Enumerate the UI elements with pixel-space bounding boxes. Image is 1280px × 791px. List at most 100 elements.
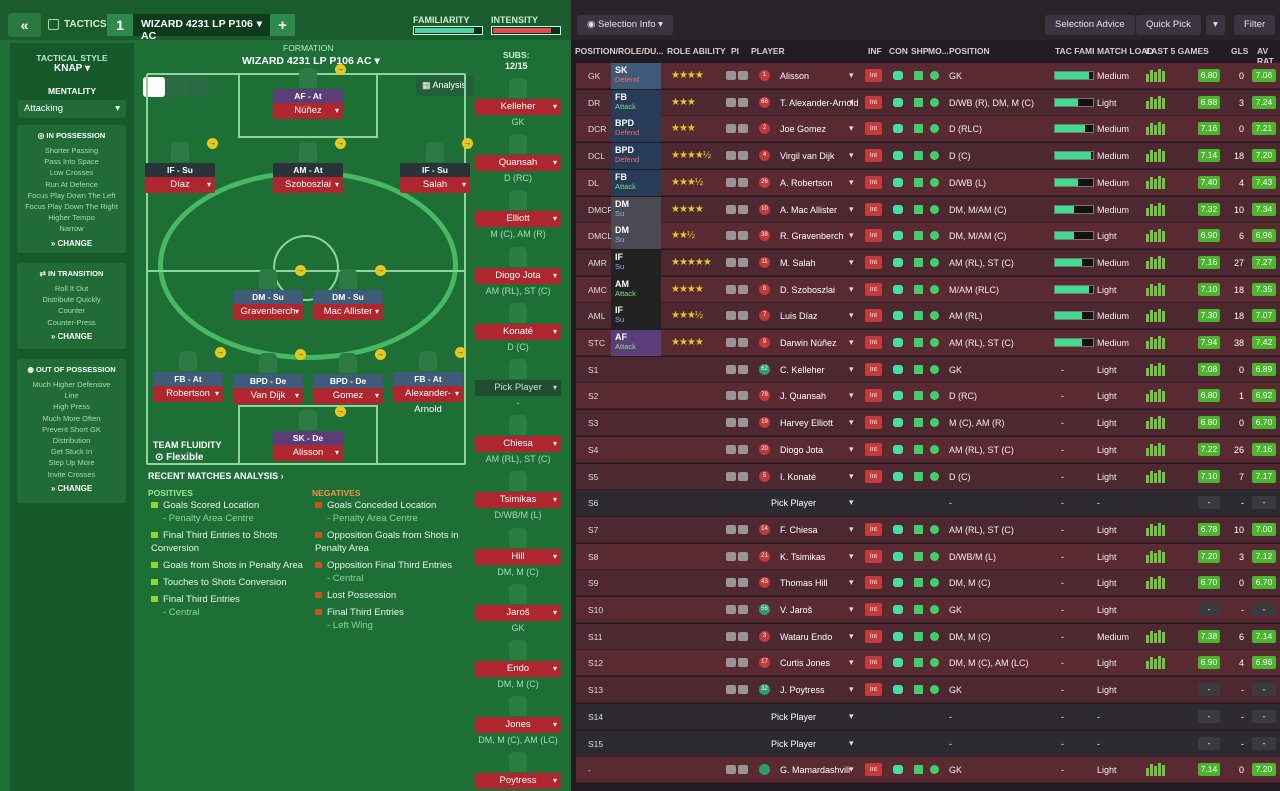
sub-player-name[interactable]: Quansah [475, 155, 561, 172]
transition-change-button[interactable]: » CHANGE [50, 331, 93, 341]
player-name[interactable]: Thomas Hill [780, 578, 828, 589]
pi-icon[interactable] [726, 551, 736, 561]
chevron-down-icon[interactable]: ▾ [849, 203, 854, 214]
player-name[interactable]: C. Kelleher [780, 364, 825, 375]
sub-player-name[interactable]: Chiesa [475, 436, 561, 453]
table-row[interactable]: DR FB Attack ★★★ 66 T. Alexander-Arnold ▾ Int D/… [576, 89, 1280, 116]
analysis-button[interactable]: ▦ Analysis [416, 76, 474, 96]
sub-slot[interactable]: KonatéD (C) [475, 302, 561, 352]
formation-slot[interactable]: IF - Su Díaz [145, 142, 215, 193]
player-name[interactable]: V. Jaroš [780, 605, 813, 615]
pi-icon[interactable] [726, 391, 736, 401]
column-header[interactable]: AV RAT [1257, 46, 1274, 66]
column-header[interactable]: INF [868, 46, 882, 56]
player-name[interactable]: K. Tsimikas [780, 551, 826, 562]
row-role[interactable]: BPD Defend [611, 143, 661, 170]
pi-icon[interactable] [726, 364, 736, 374]
mentality-selector[interactable]: Attacking ▾ [18, 100, 126, 118]
sub-slot[interactable]: ChiesaAM (RL), ST (C) [475, 415, 561, 464]
player-name[interactable]: D. Szoboszlai [780, 284, 836, 295]
formation-slot[interactable]: FB - At Alexander-Arnold [393, 351, 463, 415]
pi-icon[interactable] [738, 311, 748, 321]
table-row[interactable]: GK SK Defend ★★★★ 1 Alisson ▾ Int GK Medium 6.80 0 7… [576, 63, 1280, 89]
pi-icon[interactable] [738, 364, 748, 374]
column-header[interactable]: MO... [928, 46, 949, 56]
formation-slot[interactable]: AM - At Szoboszlai [273, 142, 343, 193]
column-header[interactable]: POSITION [949, 46, 990, 56]
pi-icon[interactable] [738, 418, 748, 428]
formation-slot[interactable]: IF - Su Salah [400, 142, 470, 193]
column-header[interactable]: LAST 5 GAMES [1146, 46, 1209, 56]
player-name[interactable]: Pick Player [771, 738, 817, 749]
chevron-down-icon[interactable]: ▾ [849, 390, 854, 401]
pi-icon[interactable] [738, 765, 748, 775]
row-role[interactable]: IF Su [611, 249, 661, 276]
slot-player-name[interactable]: Szoboszlai [273, 177, 343, 193]
table-row[interactable]: S3 19 Harvey Elliott ▾ Int M (C), AM (R) - Ligh… [576, 410, 1280, 437]
pi-icon[interactable] [726, 311, 736, 321]
sub-player-name[interactable]: Elliott [475, 211, 561, 228]
row-role[interactable]: DM Su [611, 196, 661, 223]
pi-icon[interactable] [726, 578, 736, 588]
sub-slot[interactable]: TsimikasD/WB/M (L) [475, 471, 561, 520]
table-row[interactable]: STC AF Attack ★★★★ 9 Darwin Núñez ▾ Int AM (RL),… [576, 330, 1280, 356]
table-row[interactable]: S13 32 J. Poytress ▾ Int GK - Light - - - [576, 677, 1280, 704]
chevron-down-icon[interactable]: ▾ [849, 96, 854, 107]
pi-icon[interactable] [738, 338, 748, 347]
slot-player-name[interactable]: Gravenberch [233, 304, 303, 320]
slot-player-name[interactable]: Alexander-Arnold [393, 386, 463, 415]
chevron-down-icon[interactable]: ▾ [849, 470, 854, 481]
table-row[interactable]: DMCR DM Su ★★★★ 10 A. Mac Allister ▾ Int DM, M/A… [576, 196, 1280, 223]
pi-icon[interactable] [726, 71, 736, 80]
sub-slot[interactable]: Diogo JotaAM (RL), ST (C) [475, 246, 561, 296]
pi-icon[interactable] [738, 578, 748, 588]
tactic-selector[interactable]: WIZARD 4231 LP P106 AC ▾ [133, 14, 270, 42]
add-tactic-button[interactable]: + [270, 14, 295, 36]
pi-icon[interactable] [726, 471, 736, 481]
player-name[interactable]: Harvey Elliott [780, 418, 834, 429]
chevron-down-icon[interactable]: ▾ [849, 710, 854, 721]
formation-selector[interactable]: WIZARD 4231 LP P106 AC ▾ [242, 55, 380, 67]
column-header[interactable]: PLAYER [751, 46, 785, 56]
player-name[interactable]: Virgil van Dijk [780, 151, 835, 162]
instruction-arrow-icon[interactable]: → [335, 406, 346, 417]
instruction-arrow-icon[interactable]: → [215, 347, 226, 358]
chevron-down-icon[interactable]: ▾ [849, 256, 854, 267]
player-name[interactable]: J. Quansah [780, 391, 827, 402]
pi-icon[interactable] [726, 605, 736, 614]
formation-slot[interactable]: SK - De Alisson [273, 410, 343, 461]
pi-icon[interactable] [726, 658, 736, 668]
table-row[interactable]: S15 Pick Player ▾ - - - - - - [576, 730, 1280, 757]
chevron-down-icon[interactable]: ▾ [849, 123, 854, 134]
player-name[interactable]: I. Konaté [780, 471, 817, 482]
chevron-down-icon[interactable]: ▾ [849, 150, 854, 161]
chevron-down-icon[interactable]: ▾ [849, 70, 854, 80]
pi-icon[interactable] [738, 605, 748, 614]
pi-icon[interactable] [726, 418, 736, 428]
player-name[interactable]: M. Salah [780, 257, 816, 268]
table-row[interactable]: - G. Mamardashvili ▾ Int GK - Light 7.14 0 7.20 [576, 757, 1280, 784]
player-name[interactable]: Joe Gomez [780, 124, 827, 135]
pi-icon[interactable] [726, 151, 736, 161]
slot-player-name[interactable]: Mac Allister [313, 304, 383, 320]
row-role[interactable]: AM Attack [611, 276, 661, 303]
pi-icon[interactable] [726, 284, 736, 294]
player-name[interactable]: Luis Díaz [780, 311, 818, 322]
player-name[interactable]: A. Mac Allister [780, 204, 838, 215]
formation-slot[interactable]: DM - Su Mac Allister [313, 269, 383, 320]
chevron-down-icon[interactable]: ▾ [849, 417, 854, 428]
table-row[interactable]: S5 5 I. Konaté ▾ Int D (C) - Light 7.10 7 7.17 [576, 463, 1280, 490]
sub-slot[interactable]: ElliottM (C), AM (R) [475, 190, 561, 239]
filter-button[interactable]: Filter [1234, 15, 1276, 35]
player-name[interactable]: Curtis Jones [780, 658, 831, 669]
sub-slot[interactable]: Pick Player - [475, 359, 561, 408]
row-role[interactable]: SK Defend [611, 63, 661, 89]
formation-slot[interactable]: FB - At Robertson [153, 351, 223, 402]
row-role[interactable]: IF Su [611, 303, 661, 330]
player-name[interactable]: G. Mamardashvili [780, 765, 851, 776]
pi-icon[interactable] [726, 204, 736, 214]
table-row[interactable]: AMC AM Attack ★★★★ 8 D. Szoboszlai ▾ Int M/AM (R… [576, 276, 1280, 303]
pi-icon[interactable] [738, 231, 748, 241]
sub-player-name[interactable]: Konaté [475, 323, 561, 340]
table-row[interactable]: S9 43 Thomas Hill ▾ Int DM, M (C) - Light 6.70 0 6… [576, 570, 1280, 597]
